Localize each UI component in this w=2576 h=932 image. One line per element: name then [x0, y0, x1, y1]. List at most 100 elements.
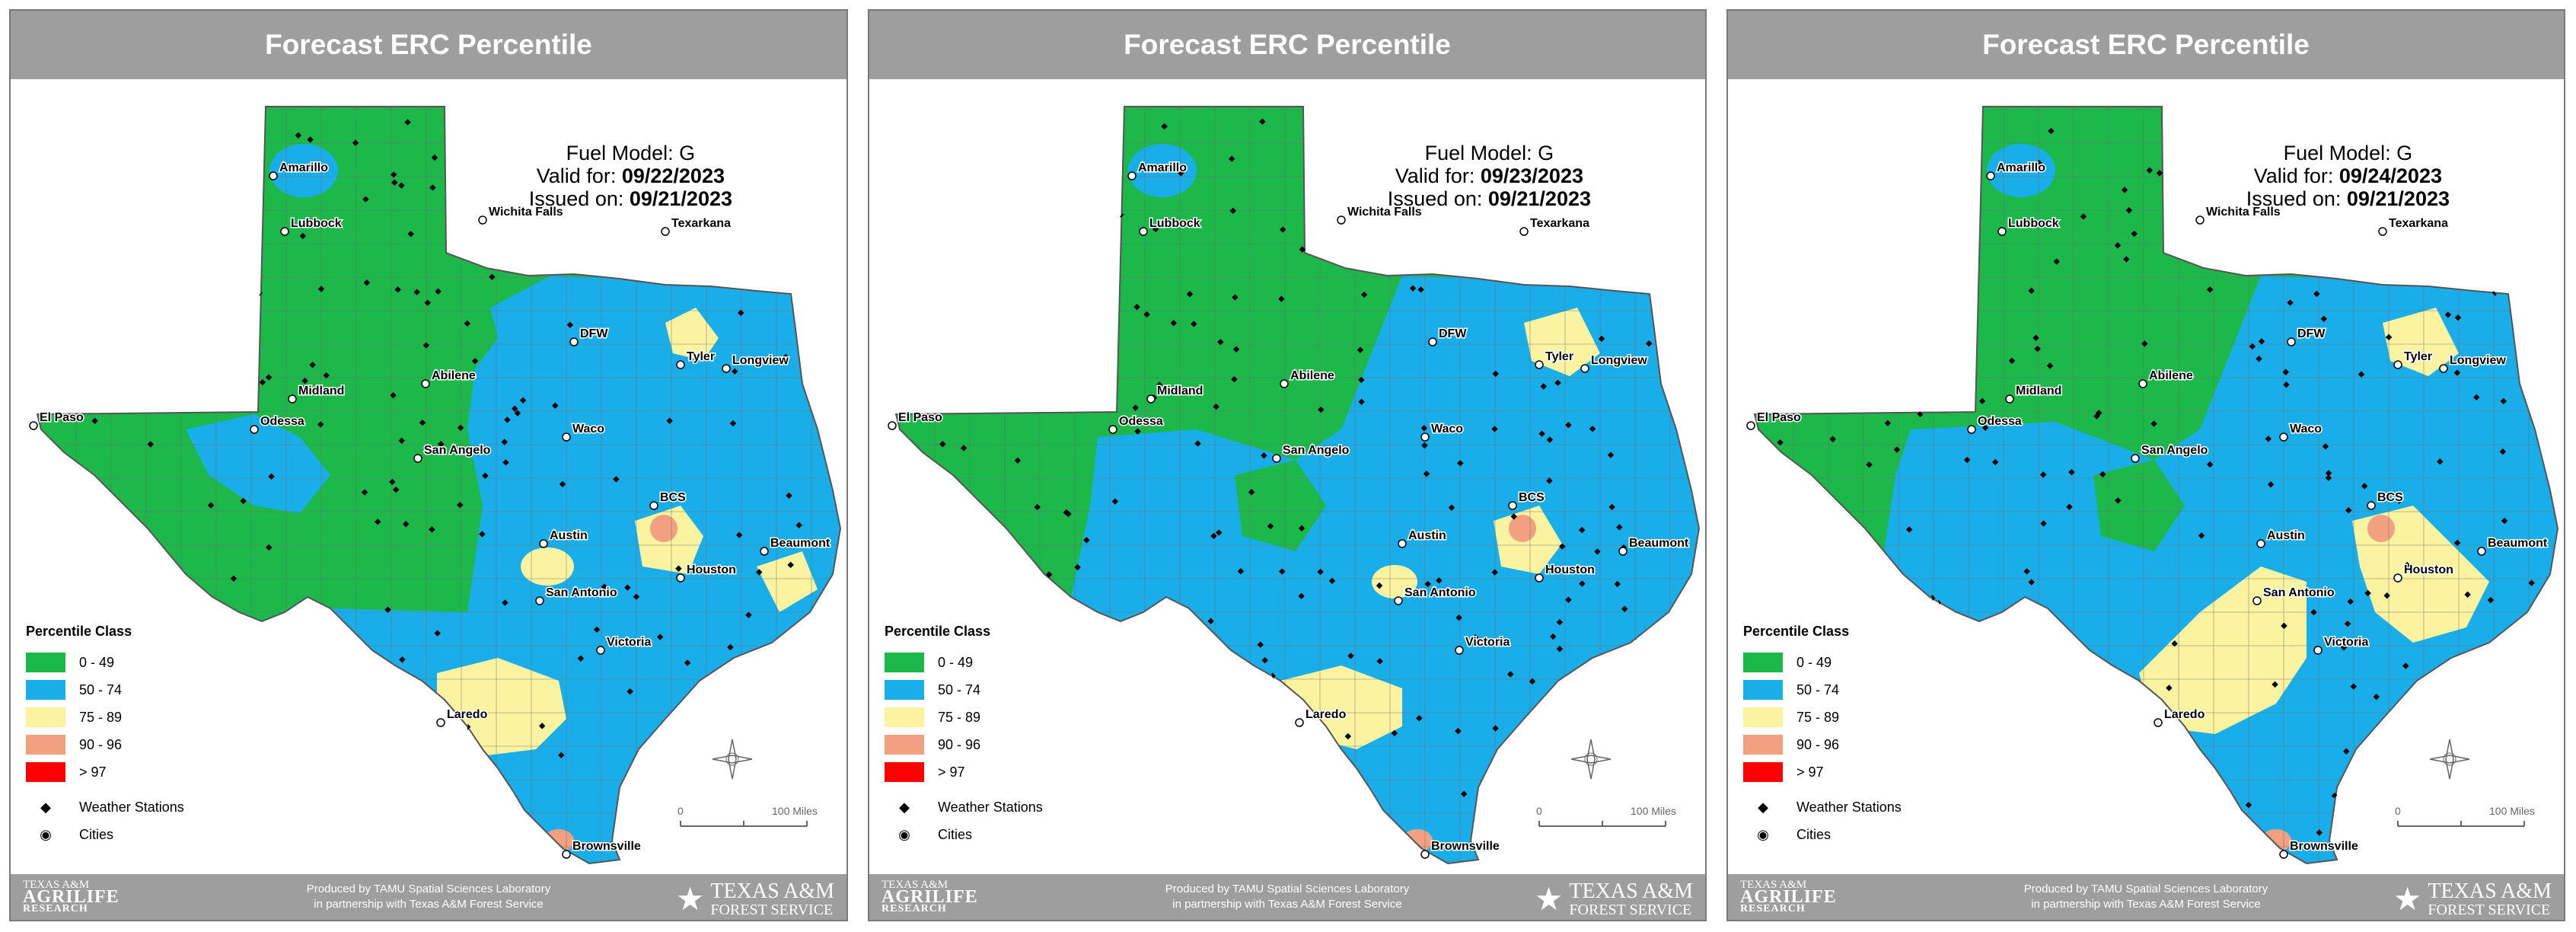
map-legend: Percentile Class 0 - 49 50 - 74 75 - 89 … — [885, 624, 1043, 848]
legend-swatch — [885, 707, 924, 727]
legend-swatch — [1743, 735, 1783, 755]
weather-station-marker — [470, 840, 477, 847]
weather-station-marker — [1946, 392, 1954, 400]
zone-class-50-74 — [330, 276, 840, 863]
weather-station-marker — [207, 502, 215, 509]
weather-station-marker — [2256, 356, 2262, 362]
legend-label: Weather Stations — [79, 799, 184, 815]
city-label: Waco — [2290, 423, 2322, 436]
weather-station-marker — [1949, 717, 1956, 724]
weather-station-marker — [2370, 844, 2378, 852]
weather-station-marker — [55, 472, 62, 479]
weather-station-marker — [464, 320, 471, 327]
weather-station-marker — [2527, 841, 2534, 848]
weather-station-marker — [230, 575, 238, 582]
weather-station-marker — [394, 286, 401, 293]
weather-station-marker — [1328, 577, 1336, 585]
weather-station-marker — [984, 602, 991, 608]
weather-station-marker — [1232, 294, 1239, 301]
weather-station-marker — [1001, 126, 1009, 134]
city-marker — [661, 227, 670, 236]
weather-station-marker — [787, 561, 794, 569]
zone-class-75-89 — [1372, 565, 1417, 598]
weather-station-marker — [1186, 291, 1194, 298]
weather-station-marker — [2272, 681, 2278, 688]
tfs-line-2: FOREST SERVICE — [1569, 902, 1692, 918]
legend-label: > 97 — [938, 764, 965, 780]
weather-station-marker — [1866, 605, 1873, 611]
weather-station-marker — [727, 643, 734, 651]
tfs-line-1: TEXAS A&M — [1569, 879, 1693, 903]
weather-station-marker — [1041, 129, 1049, 136]
city-label: Abilene — [1290, 369, 1334, 382]
weather-station-marker — [1594, 548, 1601, 555]
tfs-line-2: FOREST SERVICE — [2428, 902, 2551, 918]
weather-station-marker — [1835, 226, 1841, 233]
weather-station-marker — [2501, 634, 2508, 641]
weather-station-marker — [1455, 614, 1462, 621]
weather-station-marker — [971, 608, 978, 615]
city-marker — [2439, 364, 2448, 373]
weather-station-marker — [732, 368, 738, 375]
legend-item-97: > 97 — [885, 758, 1043, 786]
map-info: Fuel Model: G Valid for: 09/24/2023 Issu… — [2246, 142, 2450, 210]
valid-for-label: Valid for: — [2253, 164, 2339, 187]
weather-station-marker — [1565, 596, 1572, 603]
star-icon: ★ — [2393, 883, 2422, 918]
weather-station-marker — [1347, 653, 1354, 659]
weather-station-marker — [2067, 793, 2074, 800]
weather-station-marker — [656, 634, 664, 640]
weather-station-marker — [1978, 397, 1986, 404]
weather-station-marker — [1836, 295, 1843, 302]
weather-station-marker — [2504, 656, 2511, 663]
weather-station-marker — [1460, 790, 1468, 797]
city-label: Midland — [1157, 385, 1203, 397]
city-label: Longview — [1591, 354, 1647, 367]
weather-station-marker — [120, 235, 127, 242]
weather-station-marker — [2453, 539, 2461, 547]
weather-station-marker — [745, 611, 752, 619]
weather-station-marker — [120, 270, 128, 277]
weather-station-marker — [403, 754, 410, 761]
city-label: San Antonio — [1404, 586, 1476, 599]
city-marker — [2313, 646, 2323, 655]
valid-for-line: Valid for: 09/24/2023 — [2246, 164, 2450, 187]
city-marker — [676, 360, 685, 369]
zone-class-50-74 — [1987, 143, 2055, 198]
weather-station-marker — [1488, 215, 1496, 222]
texas-map: Amarillo Lubbock Wichita Falls Texarkana El … — [888, 106, 1701, 865]
produced-line-2: in partnership with Texas A&M Forest Ser… — [2031, 898, 2261, 911]
weather-station-marker — [244, 294, 251, 302]
city-label: Texarkana — [1530, 217, 1589, 230]
weather-station-marker — [429, 526, 435, 533]
weather-station-marker — [1237, 568, 1245, 575]
city-marker — [1420, 850, 1430, 859]
city-label: Tyler — [1545, 350, 1573, 363]
weather-station-marker — [2358, 371, 2365, 378]
weather-station-marker — [2482, 195, 2490, 202]
issued-date: 09/21/2023 — [629, 187, 732, 210]
weather-station-marker — [2464, 698, 2472, 705]
city-label: Lubbock — [291, 217, 342, 230]
weather-station-marker — [479, 531, 486, 538]
weather-station-marker — [1471, 634, 1479, 641]
weather-station-marker — [1590, 212, 1597, 220]
city-label: Amarillo — [279, 161, 328, 174]
weather-station-marker — [1057, 128, 1064, 135]
weather-station-marker — [1637, 640, 1644, 646]
legend-label: 0 - 49 — [79, 654, 115, 670]
weather-station-marker — [237, 762, 244, 770]
agrilife-line-3: RESEARCH — [1740, 903, 1806, 914]
city-marker — [1455, 646, 1464, 655]
zone-class-0-49 — [2093, 460, 2185, 551]
weather-station-marker — [60, 379, 68, 386]
city-label: Midland — [298, 385, 344, 397]
issued-date: 09/21/2023 — [2346, 187, 2450, 210]
weather-station-marker — [301, 377, 308, 385]
weather-station-marker — [1921, 390, 1929, 397]
zone-class-90-96 — [2261, 829, 2291, 852]
percentile-zones — [1755, 107, 2558, 863]
city-label: Tyler — [687, 350, 715, 363]
legend-title: Percentile Class — [1743, 624, 1850, 639]
legend-swatch — [885, 680, 924, 700]
